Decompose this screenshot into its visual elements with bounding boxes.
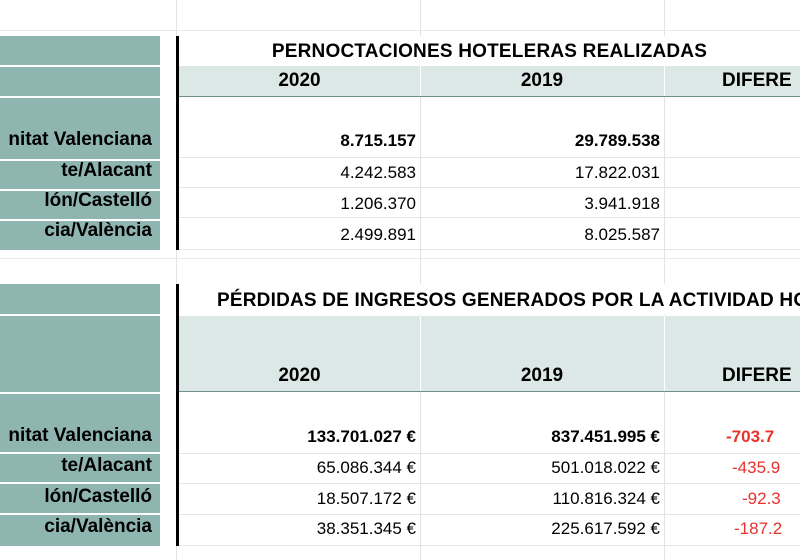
cell-2019[interactable]: 110.816.324 € <box>552 489 660 508</box>
cell-2019[interactable]: 17.822.031 <box>574 163 660 182</box>
cell-2020[interactable]: 65.086.344 € <box>316 458 416 477</box>
label-column <box>0 284 160 546</box>
row-labels: nitat Valenciana te/Alacant lón/Castelló… <box>0 284 160 546</box>
cell-2020[interactable]: 8.715.157 <box>340 131 416 150</box>
table-title[interactable]: PERNOCTACIONES HOTELERAS REALIZADAS <box>179 36 800 66</box>
table-title[interactable]: PÉRDIDAS DE INGRESOS GENERADOS POR LA AC… <box>179 284 800 315</box>
row-labels: nitat Valenciana te/Alacant lón/Castelló… <box>0 36 160 250</box>
cell-diferencia[interactable]: -703.7 <box>726 427 775 446</box>
row-label[interactable]: te/Alacant <box>61 160 152 181</box>
cell-diferencia[interactable]: -92.3 <box>742 489 781 508</box>
cell-2020[interactable]: 1.206.370 <box>340 194 416 213</box>
cell-2019[interactable]: 29.789.538 <box>574 131 660 150</box>
grid-vline <box>420 0 421 560</box>
label-column <box>0 36 160 250</box>
column-separator <box>176 36 179 250</box>
cell-2020[interactable]: 4.242.583 <box>340 163 416 182</box>
row-label[interactable]: cia/València <box>44 220 152 241</box>
row-label[interactable]: lón/Castelló <box>44 486 152 507</box>
year-header-band <box>179 66 800 96</box>
year-header-band <box>179 316 800 391</box>
grid-vline <box>664 0 665 560</box>
year-header-2019[interactable]: 2019 <box>520 365 564 386</box>
year-header-diferencia[interactable]: DIFERE <box>722 365 792 386</box>
year-header-2020[interactable]: 2020 <box>278 365 321 386</box>
year-header-2020[interactable]: 2020 <box>278 70 321 91</box>
year-header-2019[interactable]: 2019 <box>520 70 564 91</box>
cell-2019[interactable]: 501.018.022 € <box>551 458 660 477</box>
cell-2019[interactable]: 3.941.918 <box>584 194 660 213</box>
row-label[interactable]: nitat Valenciana <box>8 129 152 150</box>
cell-2020[interactable]: 38.351.345 € <box>316 519 416 538</box>
cell-2019[interactable]: 8.025.587 <box>584 225 660 244</box>
grid-hline <box>0 258 800 259</box>
row-label[interactable]: te/Alacant <box>61 455 152 476</box>
cell-diferencia[interactable]: -187.2 <box>734 519 783 538</box>
grid-vline <box>176 0 177 560</box>
cell-2019[interactable]: 837.451.995 € <box>551 427 660 446</box>
row-label[interactable]: nitat Valenciana <box>8 425 152 446</box>
column-separator <box>176 284 179 546</box>
cell-2020[interactable]: 133.701.027 € <box>307 427 416 446</box>
year-header-diferencia[interactable]: DIFERE <box>722 70 792 91</box>
row-label[interactable]: lón/Castelló <box>44 190 152 211</box>
cell-2020[interactable]: 2.499.891 <box>340 225 416 244</box>
cell-2019[interactable]: 225.617.592 € <box>551 519 660 538</box>
cell-2020[interactable]: 18.507.172 € <box>316 489 416 508</box>
grid-hline <box>0 30 800 31</box>
row-label[interactable]: cia/València <box>44 516 152 537</box>
cell-diferencia[interactable]: -435.9 <box>732 458 781 477</box>
